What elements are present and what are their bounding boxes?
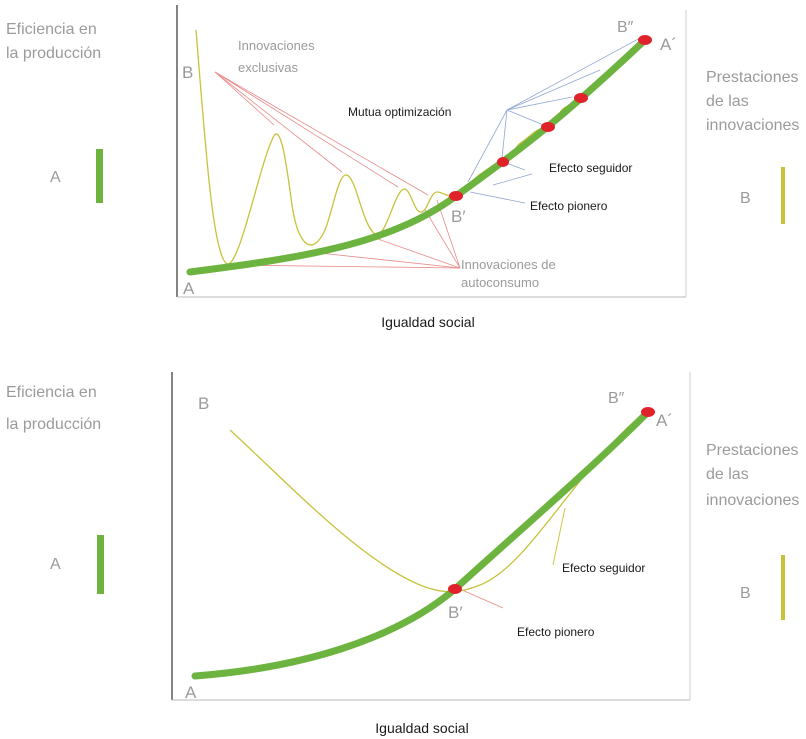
top-x-axis-label: Igualdad social <box>381 314 474 330</box>
top-left-legend-letter: A <box>50 169 61 186</box>
top-annot-exclusive-line1: Innovaciones <box>238 38 315 53</box>
top-selfconsumption-leaders <box>231 199 461 269</box>
top-point-b-double-prime: B″ <box>617 19 634 36</box>
top-point-a-prime: A´ <box>660 35 677 54</box>
top-marker-2 <box>497 157 509 167</box>
top-annot-mutual: Mutua optimización <box>348 105 451 119</box>
top-point-b-start: B <box>182 63 193 82</box>
bottom-point-b-start: B <box>198 394 209 413</box>
top-exclusive-leaders <box>214 71 429 196</box>
bottom-point-a-start: A <box>185 683 197 702</box>
bottom-annot-pioneer: Efecto pionero <box>517 625 595 639</box>
top-marker-3 <box>541 122 555 132</box>
top-marker-b-prime <box>449 191 463 201</box>
top-point-a-start: A <box>183 279 195 298</box>
top-marker-a-prime <box>638 35 652 45</box>
top-annot-exclusive-line2: exclusivas <box>238 60 298 75</box>
top-annot-pioneer: Efecto pionero <box>530 199 608 213</box>
bottom-right-legend-swatch <box>781 555 785 620</box>
top-right-axis-label-line2: de las <box>706 93 749 110</box>
bottom-point-b-double-prime: B″ <box>608 390 625 407</box>
top-left-legend-swatch <box>96 149 103 203</box>
top-mutual-leaders <box>467 37 641 204</box>
bottom-left-legend-swatch <box>97 535 104 594</box>
top-point-b-prime: B′ <box>451 207 466 226</box>
bottom-pioneer-leader <box>461 589 504 609</box>
bottom-left-legend-letter: A <box>50 556 61 573</box>
bottom-marker-a-prime <box>641 407 655 417</box>
bottom-left-axis-label-line1: Eficiencia en <box>6 384 97 401</box>
top-marker-4 <box>574 93 588 103</box>
bottom-point-b-prime: B′ <box>448 603 463 622</box>
bottom-x-axis-label: Igualdad social <box>375 720 468 736</box>
top-annot-selfcons-line2: autoconsumo <box>461 275 539 290</box>
bottom-right-axis-label-line1: Prestaciones <box>706 442 799 459</box>
top-left-axis-label-line1: Eficiencia en <box>6 21 97 38</box>
bottom-annot-follower: Efecto seguidor <box>562 561 645 575</box>
bottom-point-a-prime: A´ <box>656 411 673 430</box>
bottom-follower-leader <box>552 507 566 566</box>
top-right-legend-letter: B <box>740 190 751 207</box>
top-right-legend-swatch <box>781 167 785 224</box>
top-diagram: Eficiencia en la producción A Prestacion… <box>6 5 799 330</box>
bottom-right-axis-label-line3: innovaciones <box>706 492 799 509</box>
top-left-axis-label-line2: la producción <box>6 45 101 62</box>
top-markers <box>449 35 652 201</box>
bottom-right-axis-label-line2: de las <box>706 466 749 483</box>
bottom-left-axis-label-line2: la producción <box>6 416 101 433</box>
bottom-right-legend-letter: B <box>740 585 751 602</box>
bottom-diagram: Eficiencia en la producción A Prestacion… <box>6 372 799 736</box>
top-annot-selfcons-line1: Innovaciones de <box>461 257 556 272</box>
top-right-axis-label-line1: Prestaciones <box>706 69 799 86</box>
top-right-axis-label-line3: innovaciones <box>706 117 799 134</box>
bottom-marker-b-prime <box>448 584 462 594</box>
top-annot-follower: Efecto seguidor <box>549 161 632 175</box>
